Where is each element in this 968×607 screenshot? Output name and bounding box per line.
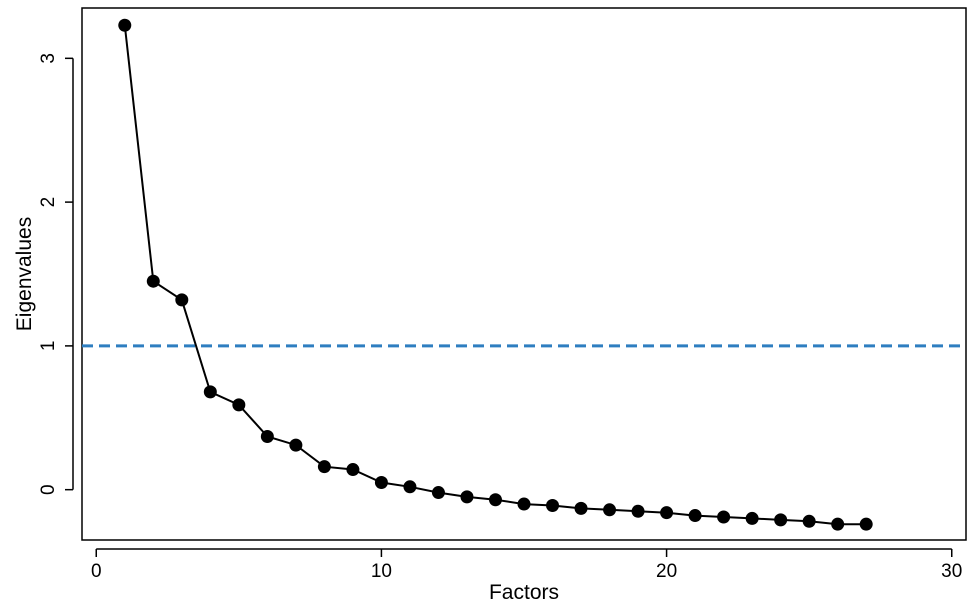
series-layer [118,19,872,531]
data-point [489,493,502,506]
data-point [831,518,844,531]
y-axis: 0 1 2 3 [38,53,73,495]
data-point [603,503,616,516]
data-point [118,19,131,32]
data-point [717,510,730,523]
data-point [746,512,759,525]
plot-frame [82,8,966,540]
data-point [860,518,873,531]
data-point [289,439,302,452]
x-tick-label: 30 [941,561,962,582]
data-point [403,480,416,493]
data-point [689,509,702,522]
data-point [518,498,531,511]
data-point [803,515,816,528]
data-point [147,275,160,288]
data-point [774,513,787,526]
data-point [261,430,274,443]
x-axis: 0 10 20 30 [91,549,962,582]
y-tick-label: 0 [38,484,59,495]
y-axis-title: Eigenvalues [13,217,36,331]
x-axis-title: Factors [489,581,559,604]
data-point [546,499,559,512]
data-point [575,502,588,515]
data-point [660,506,673,519]
y-tick-label: 2 [38,197,59,208]
y-tick-label: 3 [38,53,59,64]
data-point [632,505,645,518]
series-line [125,25,866,524]
data-point [375,476,388,489]
data-point [175,293,188,306]
data-point [232,398,245,411]
data-point [346,463,359,476]
data-point [318,460,331,473]
y-tick-label: 1 [38,341,59,352]
x-tick-label: 20 [656,561,677,582]
data-point [432,486,445,499]
data-point [204,385,217,398]
x-tick-label: 10 [371,561,392,582]
x-tick-label: 0 [91,561,102,582]
data-point [460,490,473,503]
